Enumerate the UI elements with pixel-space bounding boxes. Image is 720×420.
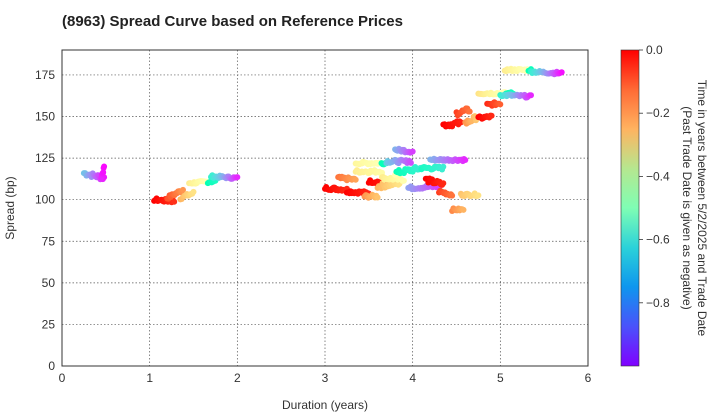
data-point [449, 192, 456, 199]
data-point [101, 163, 108, 170]
data-point [400, 177, 407, 184]
colorbar-ticks: 0.0 −0.2 −0.4 −0.6 −0.8 [639, 43, 670, 310]
data-point [462, 157, 469, 163]
y-tick-label: 0 [48, 359, 55, 373]
y-tick-label: 25 [42, 317, 56, 331]
colorbar-label-line1: Time in years between 5/2/2025 and Trade… [695, 80, 709, 337]
colorbar-label-line2: (Past Trade Date is given as negative) [680, 106, 694, 309]
x-tick-label: 4 [409, 371, 416, 385]
data-point [488, 112, 495, 119]
plot-frame [61, 49, 589, 367]
colorbar-tick-label: −0.4 [646, 169, 670, 183]
data-point [460, 206, 467, 213]
x-axis-ticks: 0 1 2 3 4 5 6 [59, 371, 592, 385]
y-tick-label: 100 [35, 193, 55, 207]
data-point [234, 174, 241, 181]
colorbar-tick-label: −0.8 [646, 296, 670, 310]
x-tick-label: 3 [322, 371, 329, 385]
x-tick-label: 6 [585, 371, 592, 385]
data-point [497, 101, 504, 108]
data-point [374, 194, 381, 201]
y-axis-label: Spread (bp) [3, 176, 17, 239]
data-point [352, 176, 359, 183]
data-point [180, 186, 186, 193]
y-tick-label: 150 [35, 110, 55, 124]
y-axis-ticks: 0 25 50 75 100 125 150 175 [35, 68, 55, 373]
x-tick-label: 5 [497, 371, 504, 385]
chart-title: (8963) Spread Curve based on Reference P… [62, 13, 403, 30]
y-tick-label: 50 [42, 276, 56, 290]
y-tick-label: 125 [35, 151, 55, 165]
data-point [440, 163, 447, 170]
data-point [466, 108, 473, 115]
x-axis-label: Duration (years) [282, 398, 368, 412]
colorbar-tick-label: 0.0 [646, 43, 663, 57]
x-tick-label: 2 [234, 371, 241, 385]
data-point [100, 169, 107, 176]
data-point [409, 148, 416, 155]
colorbar-tick-label: −0.2 [646, 106, 670, 120]
y-tick-label: 175 [35, 68, 55, 82]
data-point [558, 69, 565, 76]
colorbar-tick-label: −0.6 [646, 233, 670, 247]
colorbar [620, 49, 640, 367]
y-tick-label: 75 [42, 234, 56, 248]
data-points [80, 65, 565, 214]
data-point [407, 159, 414, 166]
x-tick-label: 0 [59, 371, 66, 385]
data-point [528, 92, 534, 99]
data-point [457, 119, 464, 126]
data-point [440, 180, 447, 187]
data-point [475, 192, 482, 199]
x-tick-label: 1 [146, 371, 153, 385]
data-point [171, 198, 178, 205]
data-point [190, 188, 197, 195]
